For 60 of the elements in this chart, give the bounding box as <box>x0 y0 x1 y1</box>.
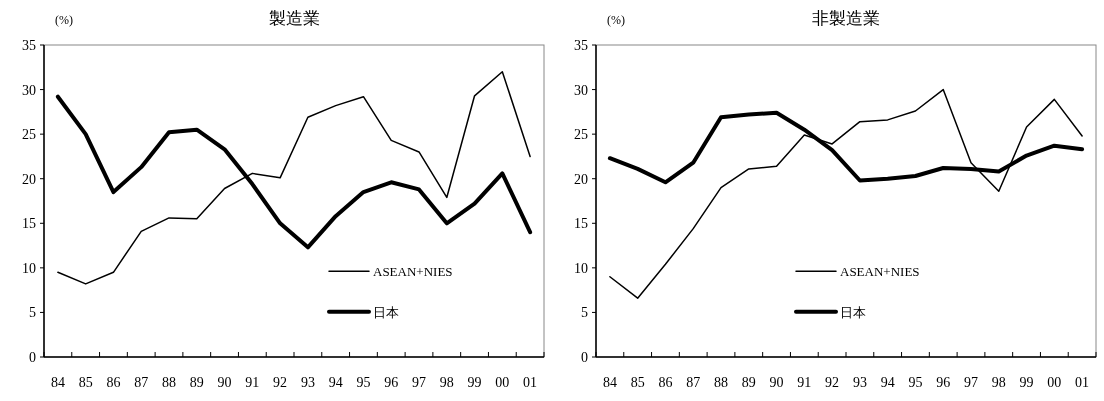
x-tick-label: 96 <box>384 375 399 390</box>
y-tick-label: 5 <box>581 305 588 321</box>
x-tick-label: 88 <box>162 375 176 390</box>
y-axis-title: (%) <box>55 13 73 27</box>
legend-label: ASEAN+NIES <box>373 264 453 280</box>
x-tick-label: 98 <box>991 375 1006 390</box>
y-tick-label: 35 <box>22 38 36 53</box>
x-tick-label: 89 <box>741 375 756 390</box>
x-tick-label: 93 <box>852 375 867 390</box>
x-tick-label: 84 <box>50 375 65 390</box>
x-tick-label: 84 <box>602 375 617 390</box>
x-tick-label: 95 <box>356 375 371 390</box>
x-tick-label: 91 <box>245 375 260 390</box>
x-tick-label: 87 <box>686 375 701 390</box>
y-tick-label: 0 <box>29 350 36 365</box>
x-tick-label: 91 <box>797 375 812 390</box>
x-tick-label: 94 <box>328 375 343 390</box>
x-tick-label: 85 <box>78 375 93 390</box>
y-tick-label: 30 <box>22 82 36 98</box>
y-axis-title: (%) <box>607 13 625 27</box>
x-tick-label: 90 <box>769 375 784 390</box>
x-tick-label: 98 <box>439 375 454 390</box>
y-tick-label: 15 <box>574 216 588 232</box>
legend-label: ASEAN+NIES <box>840 264 920 280</box>
x-tick-label: 97 <box>964 375 978 390</box>
y-tick-label: 25 <box>574 127 588 143</box>
x-tick-label: 97 <box>412 375 426 390</box>
x-tick-label: 95 <box>908 375 923 390</box>
legend-label: 日本 <box>373 304 399 320</box>
y-tick-label: 15 <box>22 216 36 232</box>
y-tick-label: 10 <box>22 260 36 276</box>
y-tick-label: 30 <box>574 82 588 98</box>
y-tick-label: 35 <box>574 38 588 53</box>
x-tick-label: 92 <box>273 375 288 390</box>
chart-title: 製造業 <box>268 8 320 28</box>
x-tick-label: 99 <box>467 375 482 390</box>
x-tick-label: 85 <box>630 375 645 390</box>
legend-label: 日本 <box>840 304 866 320</box>
x-tick-label: 96 <box>936 375 951 390</box>
x-tick-label: 00 <box>495 375 510 390</box>
x-tick-label: 90 <box>217 375 232 390</box>
x-tick-label: 93 <box>300 375 315 390</box>
x-tick-label: 88 <box>714 375 728 390</box>
x-tick-label: 86 <box>658 375 673 390</box>
y-tick-label: 20 <box>574 171 588 187</box>
y-tick-label: 5 <box>29 305 36 321</box>
x-tick-label: 87 <box>134 375 149 390</box>
x-tick-label: 92 <box>825 375 840 390</box>
y-tick-label: 0 <box>581 350 588 365</box>
x-tick-label: 01 <box>1075 375 1090 390</box>
y-tick-label: 20 <box>22 171 36 187</box>
y-tick-label: 25 <box>22 127 36 143</box>
chart-title: 非製造業 <box>812 8 880 28</box>
y-tick-label: 10 <box>574 260 588 276</box>
x-tick-label: 00 <box>1047 375 1062 390</box>
x-tick-label: 01 <box>523 375 538 390</box>
x-tick-label: 86 <box>106 375 121 390</box>
x-tick-label: 99 <box>1019 375 1034 390</box>
x-tick-label: 94 <box>880 375 895 390</box>
x-tick-label: 89 <box>189 375 204 390</box>
